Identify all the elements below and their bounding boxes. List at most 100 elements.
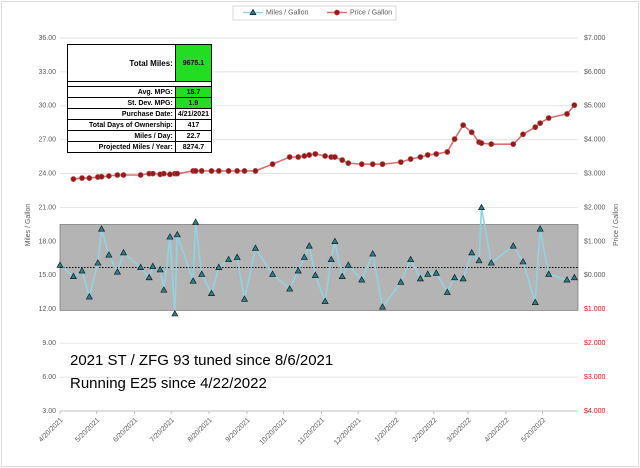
data-point (252, 168, 259, 174)
y2-tick-label: $7.000 (584, 35, 606, 42)
data-point (417, 154, 424, 160)
legend-label: Price / Gallon (350, 9, 392, 16)
data-point (379, 303, 387, 310)
data-point (70, 176, 77, 182)
table-row: Purchase Date: 4/21/2021 (67, 108, 213, 120)
data-point (301, 153, 308, 159)
data-point (79, 175, 85, 181)
data-point (344, 261, 352, 268)
table-row: St. Dev. MPG: 1.9 (67, 97, 213, 109)
data-point (327, 255, 335, 263)
y2-tick-label: $1.000 (584, 306, 606, 313)
data-point (306, 152, 313, 158)
data-point (269, 161, 276, 168)
data-point (105, 251, 113, 258)
data-point (171, 309, 179, 317)
y-tick-label: 9.00 (42, 340, 56, 347)
data-point (545, 115, 552, 121)
data-point (286, 285, 294, 292)
data-point (215, 168, 222, 174)
annotation: Running E25 since 4/22/2022 (70, 375, 267, 392)
data-point (451, 136, 458, 142)
legend-label: Miles / Gallon (266, 9, 309, 16)
stat-value: 22.7 (174, 130, 213, 142)
data-point (509, 242, 517, 249)
y2-tick-label: $2.000 (584, 340, 606, 347)
data-point (369, 250, 377, 257)
stats-table: Total Miles: 9675.1 Avg. MPG: 15.7 St. Dev. … (67, 44, 213, 153)
stat-label: Purchase Date: (67, 108, 176, 120)
data-point (451, 273, 459, 281)
data-point (478, 140, 485, 147)
data-point (160, 170, 167, 177)
y2-tick-label: $2.000 (584, 204, 606, 211)
data-point (339, 157, 346, 163)
y-tick-label: 33.00 (38, 69, 56, 76)
data-point (312, 151, 319, 157)
data-point (468, 129, 475, 136)
data-point (174, 170, 181, 177)
data-point (397, 278, 405, 285)
stat-label: St. Dev. MPG: (67, 97, 176, 109)
data-point (460, 122, 467, 129)
data-point (433, 151, 440, 157)
data-point (149, 262, 157, 269)
data-point (424, 152, 431, 158)
data-point (321, 297, 329, 304)
data-point (215, 263, 223, 270)
data-point (198, 168, 205, 174)
y2-axis-label: Price / Gallon (613, 204, 620, 246)
data-point (432, 269, 440, 276)
data-point (98, 225, 106, 232)
data-point (192, 218, 200, 225)
data-point (69, 272, 77, 279)
data-point (294, 267, 302, 274)
stat-value: 417 (174, 119, 213, 131)
y-axis-label: Miles / Gallon (25, 204, 32, 247)
data-point (564, 111, 570, 117)
data-point (208, 168, 215, 174)
stat-label: Miles / Day: (67, 130, 176, 142)
data-point (94, 259, 102, 266)
table-row: Total Miles: 9675.1 (67, 44, 213, 82)
data-point (198, 270, 206, 277)
data-point (322, 153, 329, 159)
data-point (477, 203, 485, 211)
data-point (78, 267, 86, 274)
data-point (173, 230, 181, 238)
y-tick-label: 6.00 (42, 374, 56, 381)
data-point (571, 102, 578, 109)
data-point (468, 248, 476, 256)
y2-tick-label: $1.000 (584, 238, 606, 245)
data-point (545, 270, 553, 277)
data-point (269, 270, 277, 277)
data-point (532, 124, 539, 131)
data-point (56, 261, 64, 268)
data-point (443, 288, 451, 295)
data-point (86, 175, 93, 181)
stat-value: 15.7 (174, 86, 213, 98)
data-point (137, 172, 144, 178)
stat-label: Avg. MPG: (67, 86, 176, 98)
data-point (537, 120, 544, 127)
data-point (311, 271, 319, 278)
y2-tick-label: $4.000 (584, 408, 606, 415)
data-point (407, 255, 415, 263)
data-point (156, 265, 164, 273)
data-point (487, 259, 495, 266)
data-point (519, 257, 527, 265)
table-row: Miles / Day: 22.7 (67, 130, 213, 142)
table-row: Total Days of Ownership: 417 (67, 119, 213, 131)
y2-tick-label: $3.000 (584, 170, 606, 177)
data-point (149, 170, 156, 177)
data-point (120, 172, 127, 178)
data-point (113, 268, 121, 275)
data-point (295, 154, 302, 160)
legend-marker (249, 8, 257, 15)
stat-label: Total Miles: (67, 44, 176, 82)
data-point (98, 173, 105, 180)
data-point (331, 154, 338, 160)
stat-value: 8274.7 (174, 141, 213, 153)
